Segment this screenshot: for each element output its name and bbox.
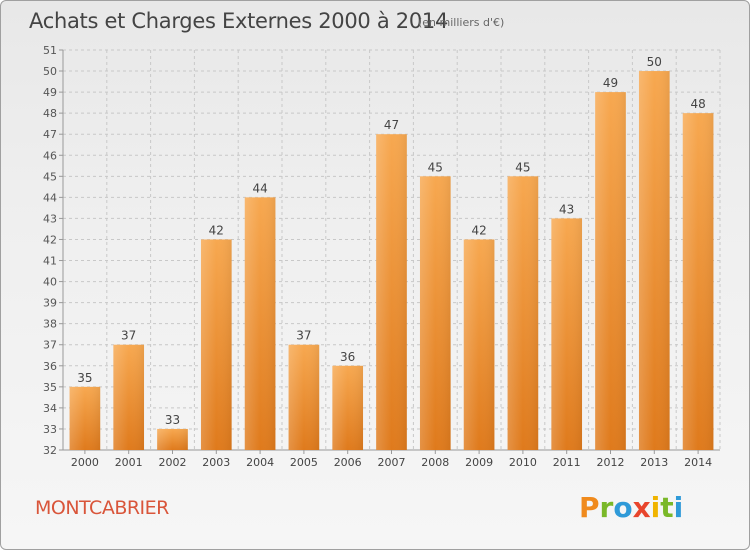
bars	[69, 71, 714, 451]
bar-shade	[419, 176, 451, 450]
y-tick-label: 35	[43, 381, 57, 394]
bar-shade	[463, 239, 495, 450]
data-labels: 35 37 33 42 44 37 36 47 45 42 45 43 49 50 48	[77, 55, 705, 427]
x-tick-labels: 2000 2001 2002 2003 2004 2005 2006 2007 2008 2009…	[71, 456, 712, 469]
y-tick-label: 47	[43, 128, 57, 141]
x-tick-label: 2007	[378, 456, 406, 469]
bar-shade	[332, 365, 364, 450]
x-tick-label: 2009	[465, 456, 493, 469]
bar-shade	[113, 344, 145, 450]
data-label: 44	[252, 181, 267, 195]
y-tick-label: 40	[43, 276, 57, 289]
y-tick-label: 49	[43, 86, 57, 99]
svg-text:Proxiti: Proxiti	[579, 491, 683, 524]
y-tick-label: 34	[43, 402, 57, 415]
commune-name: MONTCABRIER	[35, 497, 169, 519]
y-tick-label: 46	[43, 149, 57, 162]
x-tick-label: 2004	[246, 456, 274, 469]
x-tick-label: 2011	[553, 456, 581, 469]
data-label: 48	[690, 97, 705, 111]
data-label: 37	[121, 329, 136, 343]
data-label: 35	[77, 371, 92, 385]
x-tick-label: 2005	[290, 456, 318, 469]
data-label: 45	[428, 160, 443, 174]
data-label: 42	[471, 223, 486, 237]
bar-shade	[244, 197, 276, 450]
x-tick-label: 2002	[159, 456, 187, 469]
chart-title: Achats et Charges Externes 2000 à 2014	[29, 9, 449, 33]
x-tick-label: 2013	[640, 456, 668, 469]
y-tick-label: 36	[43, 360, 57, 373]
y-tick-label: 50	[43, 65, 57, 78]
x-tick-label: 2008	[421, 456, 449, 469]
y-tick-label: 41	[43, 255, 57, 268]
data-label: 36	[340, 350, 355, 364]
bar-shade	[376, 134, 407, 451]
data-label: 37	[296, 329, 311, 343]
y-tick-label: 48	[43, 107, 57, 120]
bar-shade	[157, 428, 188, 450]
y-tick-label: 39	[43, 297, 57, 310]
x-tick-label: 2003	[202, 456, 230, 469]
x-tick-label: 2014	[684, 456, 712, 469]
y-tick-label: 33	[43, 423, 57, 436]
proxiti-logo: Proxiti	[579, 491, 683, 524]
y-tick-label: 42	[43, 233, 57, 246]
x-tick-label: 2010	[509, 456, 537, 469]
x-tick-label: 2000	[71, 456, 99, 469]
data-label: 49	[603, 76, 618, 90]
data-label: 50	[647, 55, 662, 69]
data-label: 42	[209, 223, 224, 237]
bar-shade	[200, 239, 232, 450]
bar-shade	[595, 92, 626, 451]
bar-shade	[69, 386, 101, 450]
data-label: 33	[165, 413, 180, 427]
x-tick-label: 2006	[334, 456, 362, 469]
x-tick-label: 2001	[115, 456, 143, 469]
bar-shade	[551, 218, 583, 450]
chart-subtitle: (en milliers d'€)	[418, 16, 505, 29]
y-tick-labels: 32 33 34 35 36 37 38 39 40 41 42 43 44 45 46 47 48 49 50 51	[43, 44, 57, 457]
bar-shade	[638, 71, 670, 450]
data-label: 43	[559, 202, 574, 216]
y-tick-label: 45	[43, 170, 57, 183]
data-label: 47	[384, 118, 399, 132]
y-tick-label: 51	[43, 44, 57, 57]
bar-shade	[288, 344, 320, 450]
y-tick-label: 37	[43, 339, 57, 352]
y-tick-label: 32	[43, 444, 57, 457]
x-tick-label: 2012	[597, 456, 625, 469]
y-tick-label: 44	[43, 191, 57, 204]
y-tick-label: 43	[43, 212, 57, 225]
bar-shade	[507, 176, 539, 450]
bar-shade	[682, 113, 714, 450]
y-tick-label: 38	[43, 318, 57, 331]
data-label: 45	[515, 160, 530, 174]
